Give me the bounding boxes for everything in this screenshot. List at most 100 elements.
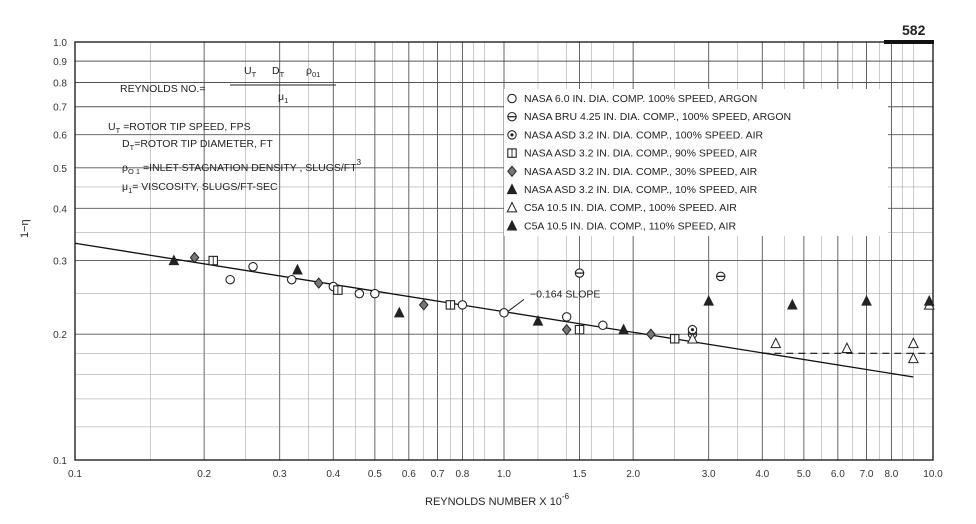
marker-triangle-open — [841, 342, 853, 354]
axis-ticks: 0.1 0.2 0.3 0.4 0.5 0.6 0.7 0.8 1.0 1.5 2.0 3.0 4.0 5… — [53, 38, 943, 480]
x-tick-label: 10.0 — [923, 469, 943, 480]
x-tick-label: 0.7 — [431, 469, 445, 480]
plot-frame — [74, 41, 934, 461]
x-tick-label: 0.3 — [273, 469, 287, 480]
y-tick-label: 0.8 — [53, 79, 67, 90]
data-point — [418, 299, 429, 311]
data-point — [225, 274, 235, 285]
formula-num-ut-sub: T — [252, 70, 257, 79]
legend-entry: NASA 6.0 IN. DIA. COMP. 100% SPEED, ARGO… — [524, 93, 757, 105]
data-point — [457, 300, 468, 310]
data-point — [354, 288, 365, 299]
definition-dt: DT=ROTOR TIP DIAMETER, FT — [122, 138, 273, 152]
definition-dt-sym: D — [122, 138, 130, 150]
data-point — [532, 314, 544, 326]
definition-dt-sub: T — [130, 143, 135, 152]
formula-num-ut-sym: U — [244, 65, 252, 77]
x-tick-label: 7.0 — [860, 469, 874, 480]
x-tick-label: 6.0 — [831, 469, 845, 480]
y-tick-label: 0.3 — [53, 257, 67, 268]
data-point — [445, 300, 456, 310]
data-point — [574, 268, 585, 278]
marker-triangle-filled — [923, 294, 935, 306]
data-point — [561, 323, 572, 336]
data-point — [923, 294, 935, 306]
marker-circle-open — [370, 288, 380, 299]
x-tick-label: 0.8 — [455, 469, 469, 480]
definition-dt-text: =ROTOR TIP DIAMETER, FT — [134, 138, 273, 150]
marker-triangle-filled — [292, 263, 303, 275]
data-point — [907, 337, 919, 349]
data-point — [770, 337, 782, 349]
marker-diamond — [561, 323, 572, 336]
x-tick-label: 5.0 — [797, 469, 811, 480]
data-point — [598, 320, 608, 331]
marker-triangle-filled — [393, 306, 405, 318]
data-point — [618, 323, 629, 335]
y-tick-label: 0.1 — [53, 456, 67, 467]
data-point — [686, 332, 698, 344]
marker-circle-dot-center — [690, 328, 695, 332]
definition-rho: ρO 1 =INLET STAGNATION DENSITY , SLUGS/F… — [122, 158, 362, 176]
marker-circle-open — [561, 312, 572, 322]
marker-circle-dot-center — [510, 133, 514, 137]
fit-lines: −0.164 SLOPE — [74, 242, 933, 378]
page-number-bar — [884, 40, 934, 44]
data-point — [333, 285, 343, 295]
definition-rho-sup: 3 — [357, 158, 362, 167]
definition-ut-sym: U — [108, 121, 116, 133]
marker-triangle-filled — [618, 323, 629, 335]
x-tick-label: 0.6 — [402, 469, 416, 480]
y-tick-label: 1.0 — [53, 38, 67, 49]
marker-triangle-open — [686, 332, 698, 344]
definition-mu-sub: 1 — [128, 186, 132, 195]
formula-den-mu-sub: 1 — [284, 96, 288, 105]
marker-triangle-filled — [506, 183, 518, 195]
definition-ut-sub: T — [116, 126, 121, 135]
legend-marker — [506, 219, 518, 231]
legend-marker — [506, 183, 518, 195]
definition-mu-sym: μ — [122, 181, 128, 193]
legend-entry: NASA ASD 3.2 IN. DIA. COMP., 30% SPEED, … — [524, 166, 758, 178]
marker-triangle-open — [907, 337, 919, 349]
marker-circle-open — [457, 300, 468, 310]
legend-background — [504, 89, 888, 236]
data-point — [841, 342, 853, 354]
marker-triangle-filled — [786, 298, 798, 310]
marker-circle-open — [354, 288, 365, 299]
x-tick-label: 1.0 — [497, 469, 511, 480]
marker-triangle-filled — [703, 294, 715, 306]
legend-entry: C5A 10.5 IN. DIA. COMP., 100% SPEED. AIR — [524, 202, 737, 214]
formula-num-dt-sym: D — [272, 65, 280, 77]
y-tick-label: 0.2 — [53, 330, 67, 341]
formula-lhs: REYNOLDS NO.= — [120, 83, 205, 95]
marker-circle-open — [225, 274, 235, 285]
x-tick-label: 0.5 — [368, 469, 382, 480]
fit-line — [74, 242, 914, 378]
data-point — [189, 251, 200, 264]
legend-entry: NASA ASD 3.2 IN. DIA. COMP., 90% SPEED, … — [524, 148, 758, 160]
marker-circle-open — [507, 93, 517, 104]
data-point — [574, 324, 585, 335]
formula-den-mu: μ1 — [278, 91, 288, 105]
x-tick-label: 0.1 — [68, 469, 82, 480]
formula-num-ut: UT — [244, 65, 257, 79]
definition-ut: UT =ROTOR TIP SPEED, FPS — [108, 121, 251, 135]
data-point — [393, 306, 405, 318]
marker-diamond — [418, 299, 429, 311]
x-tick-label: 0.2 — [197, 469, 211, 480]
legend-marker — [507, 130, 517, 140]
marker-diamond — [646, 328, 656, 340]
data-point — [646, 328, 656, 340]
x-axis-label-text: REYNOLDS NUMBER X 10 — [425, 496, 562, 508]
formula-num-rho-sub: 01 — [312, 70, 320, 79]
definition-mu: μ1= VISCOSITY, SLUGS/FT-SEC — [122, 181, 278, 195]
definition-rho-sub: O 1 — [128, 167, 140, 176]
marker-diamond — [507, 165, 517, 178]
marker-circle-open — [286, 274, 297, 285]
legend-marker — [507, 165, 517, 178]
marker-diamond — [313, 277, 324, 289]
marker-triangle-open — [506, 201, 518, 213]
